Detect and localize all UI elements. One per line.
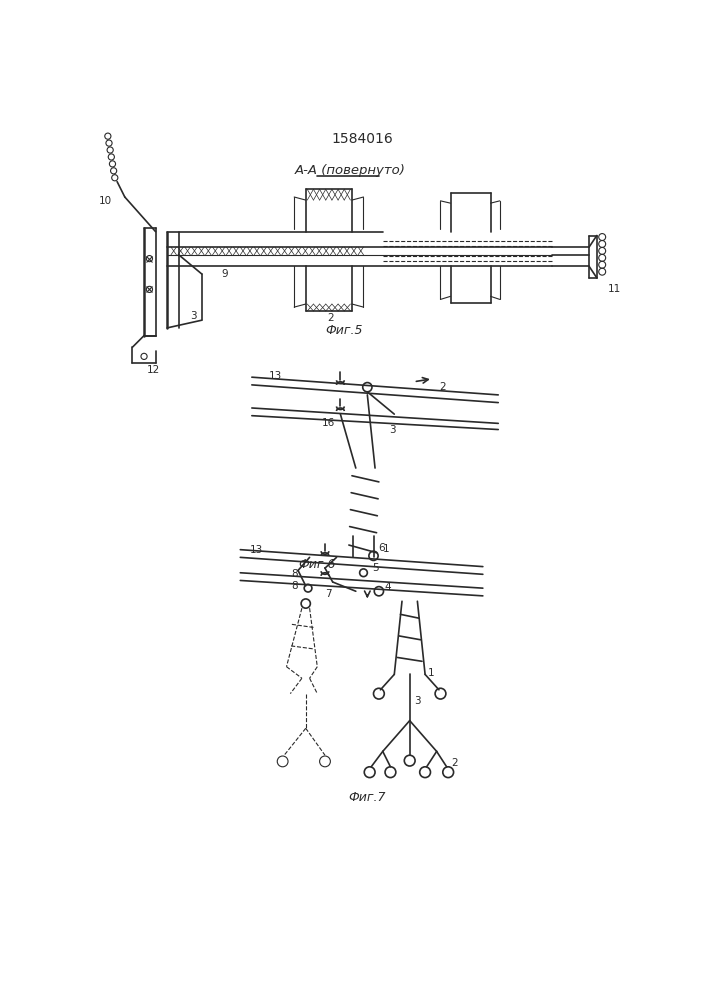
Text: 3: 3 (190, 311, 197, 321)
Text: 2: 2 (451, 758, 457, 768)
Text: Фиг.7: Фиг.7 (349, 791, 386, 804)
Text: 1: 1 (428, 668, 435, 678)
Text: 5: 5 (372, 563, 378, 573)
Text: Фиг.6: Фиг.6 (298, 558, 336, 571)
Text: 4: 4 (384, 582, 391, 592)
Text: 1: 1 (383, 544, 390, 554)
Text: 12: 12 (146, 365, 160, 375)
Text: 16: 16 (322, 418, 335, 428)
Text: 9: 9 (221, 269, 228, 279)
Text: 2: 2 (327, 313, 334, 323)
Text: 8: 8 (291, 569, 298, 579)
Text: 13: 13 (250, 545, 264, 555)
Text: 7: 7 (325, 589, 332, 599)
Text: 3: 3 (414, 696, 421, 706)
Text: 1584016: 1584016 (332, 132, 394, 146)
Text: 6: 6 (378, 543, 385, 553)
Text: 11: 11 (607, 284, 621, 294)
Text: А-А (повернуто): А-А (повернуто) (295, 164, 406, 177)
Text: 10: 10 (98, 196, 112, 206)
Text: 2: 2 (440, 382, 446, 392)
Text: 8: 8 (291, 581, 298, 591)
Text: Фиг.5: Фиг.5 (325, 324, 363, 337)
Text: 13: 13 (269, 371, 282, 381)
Text: 3: 3 (390, 425, 396, 435)
